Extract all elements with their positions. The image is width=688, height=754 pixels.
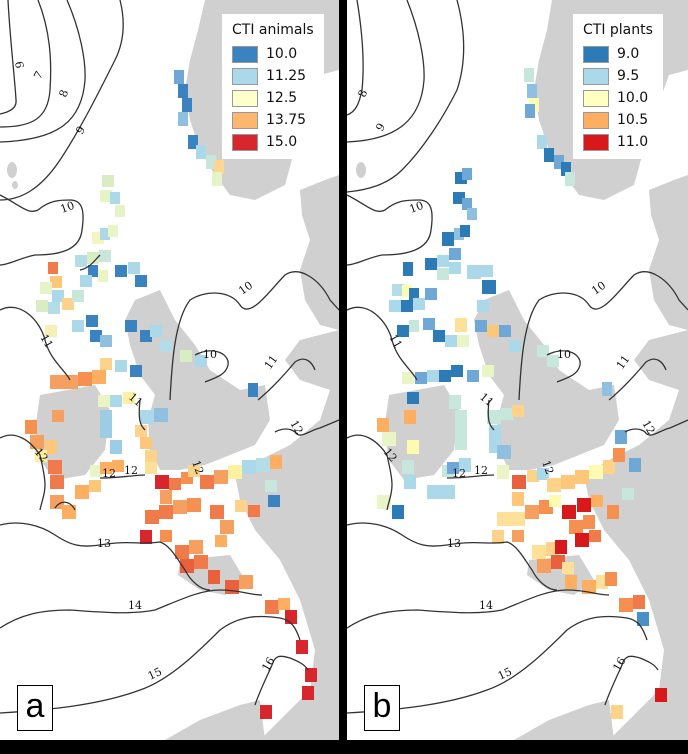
isotherm-label-12b: 12	[102, 467, 116, 480]
isotherm-label-12d: 12	[539, 459, 556, 477]
isotherm-label-10a: 10	[408, 199, 426, 216]
legend-value: 10.5	[617, 112, 649, 128]
map-panel-a: 6 7 8 9 10 10 10 11 11 11 12 12 12 12 12…	[0, 0, 339, 740]
legend-item: 12.5	[232, 87, 314, 109]
isotherm-label-12b: 12	[452, 467, 466, 480]
legend-title: CTI animals	[232, 22, 314, 38]
legend-value: 11.25	[266, 68, 307, 84]
legend-value: 12.5	[266, 90, 298, 106]
isotherm-label-13: 13	[97, 537, 111, 550]
isotherm-label-10c: 10	[557, 348, 571, 361]
isotherm-label-8: 8	[57, 88, 72, 99]
legend-swatch	[232, 89, 258, 107]
isotherm-label-10c: 10	[203, 348, 217, 361]
legend-cti-plants: CTI plants 9.0 9.5 10.0 10.5 11.0	[573, 14, 663, 159]
isotherm-label-6: 6	[12, 60, 26, 69]
legend-swatch	[583, 67, 609, 85]
legend-value: 10.0	[617, 90, 649, 106]
legend-swatch	[232, 45, 258, 63]
legend-value: 9.5	[617, 68, 640, 84]
legend-swatch	[232, 67, 258, 85]
isotherm-label-12d: 12	[189, 459, 206, 477]
isotherm-label-11a: 11	[37, 332, 55, 351]
legend-swatch	[232, 133, 258, 151]
legend-item: 9.5	[583, 65, 653, 87]
cti-grid-cells	[377, 68, 667, 719]
legend-swatch	[583, 45, 609, 63]
isotherm-label-10a: 10	[59, 199, 77, 216]
isotherm-label-12e: 12	[639, 418, 657, 437]
legend-value: 9.0	[617, 46, 640, 62]
panel-label-a: a	[17, 685, 53, 731]
legend-title: CTI plants	[583, 22, 653, 38]
isotherm-layer	[0, 0, 339, 714]
legend-item: 13.75	[232, 109, 314, 131]
isotherm-label-16: 16	[610, 655, 628, 674]
legend-value: 13.75	[266, 112, 307, 128]
legend-item: 10.0	[232, 43, 314, 65]
isotherm-label-14: 14	[128, 599, 142, 612]
legend-swatch	[232, 111, 258, 129]
cti-grid-cells	[25, 70, 317, 719]
isotherm-label-13: 13	[447, 537, 461, 550]
legend-item: 10.0	[583, 87, 653, 109]
isotherm-label-11b: 11	[614, 353, 633, 372]
isotherm-label-16: 16	[259, 655, 277, 674]
legend-value: 15.0	[266, 134, 298, 150]
legend-item: 11.0	[583, 131, 653, 153]
legend-swatch	[583, 133, 609, 151]
legend-item: 15.0	[232, 131, 314, 153]
legend-item: 11.25	[232, 65, 314, 87]
isotherm-label-12e: 12	[287, 418, 305, 437]
map-panel-b: 8 9 10 10 10 11 11 11 12 12 12 12 12 13 …	[347, 0, 688, 740]
legend-item: 9.0	[583, 43, 653, 65]
legend-swatch	[583, 89, 609, 107]
legend-value: 11.0	[617, 134, 649, 150]
map-canvas-b: 8 9 10 10 10 11 11 11 12 12 12 12 12 13 …	[347, 0, 688, 740]
isotherm-label-12c: 12	[474, 464, 488, 477]
isotherm-label-11b: 11	[262, 353, 281, 372]
isotherm-label-15: 15	[496, 665, 514, 683]
isotherm-label-10b: 10	[589, 279, 608, 298]
legend-swatch	[583, 111, 609, 129]
isotherm-label-14: 14	[479, 599, 493, 612]
legend-item: 10.5	[583, 109, 653, 131]
legend-value: 10.0	[266, 46, 298, 62]
isotherm-label-12c: 12	[124, 464, 138, 477]
panel-label-b: b	[364, 685, 400, 731]
legend-cti-animals: CTI animals 10.0 11.25 12.5 13.75 15.0	[222, 14, 324, 159]
isotherm-label-7: 7	[31, 69, 46, 82]
isotherm-label-15: 15	[146, 665, 164, 683]
isotherm-label-11c: 11	[477, 390, 496, 409]
isotherm-layer	[347, 0, 688, 714]
isotherm-label-8: 8	[356, 88, 371, 99]
isotherm-label-11a: 11	[386, 332, 404, 351]
isotherm-label-9: 9	[373, 121, 388, 134]
isotherm-label-10b: 10	[236, 279, 255, 298]
